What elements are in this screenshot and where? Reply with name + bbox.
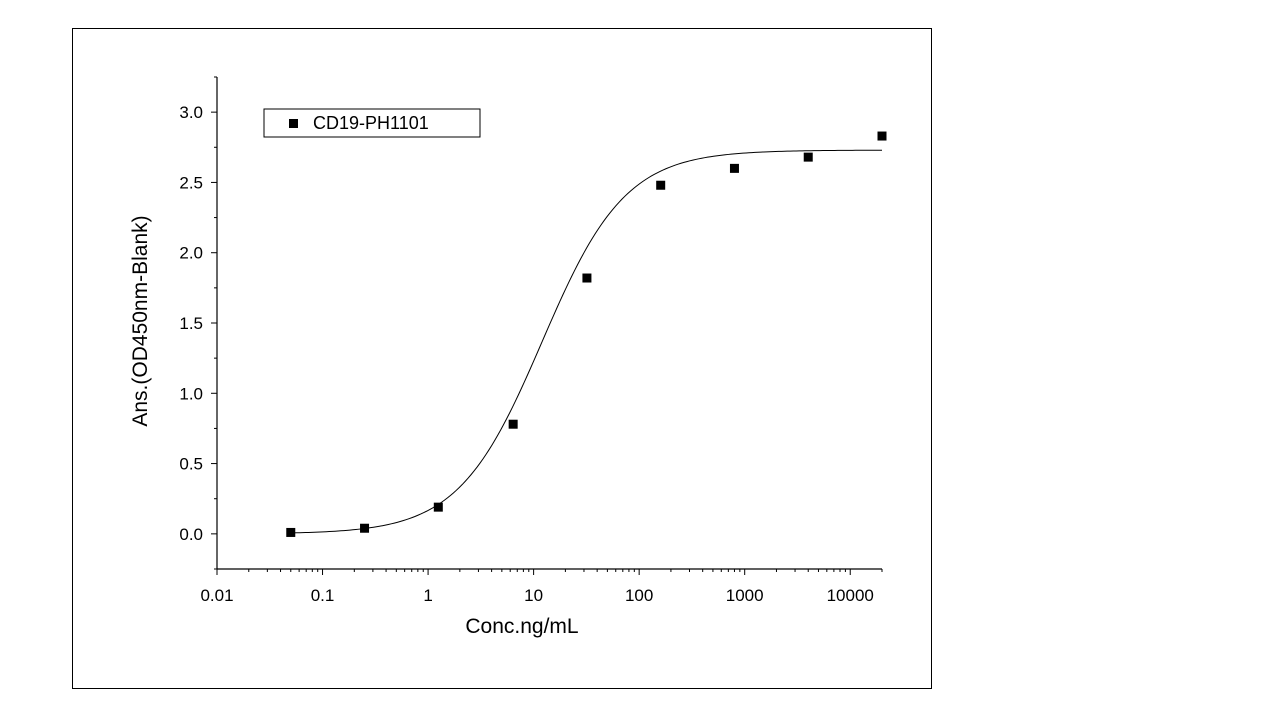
x-tick-label: 0.01 bbox=[200, 586, 233, 605]
fit-curve bbox=[290, 149, 882, 534]
legend: CD19-PH1101 bbox=[263, 108, 481, 138]
y-tick-label: 2.0 bbox=[179, 244, 203, 263]
data-point bbox=[656, 180, 666, 190]
data-point bbox=[433, 502, 443, 512]
y-tick-label: 3.0 bbox=[179, 103, 203, 122]
legend-box bbox=[263, 108, 481, 138]
x-tick-label: 10 bbox=[524, 586, 543, 605]
data-point bbox=[508, 419, 518, 429]
fit-curve-layer bbox=[290, 149, 882, 534]
y-tick-label: 0.5 bbox=[179, 455, 203, 474]
x-tick-label: 1000 bbox=[726, 586, 764, 605]
data-point bbox=[877, 131, 887, 141]
data-point bbox=[729, 163, 739, 173]
y-axis-title: Ans.(OD450nm-Blank) bbox=[129, 215, 152, 426]
legend-marker bbox=[289, 119, 298, 128]
data-point bbox=[582, 273, 592, 283]
y-tick-label: 1.5 bbox=[179, 314, 203, 333]
axes: 0.0 0.5 1.0 1.5 2.0 2.5 3.0 0.01 0.1 1 10 100 1000 10… bbox=[179, 76, 883, 605]
y-tick-label: 1.0 bbox=[179, 384, 203, 403]
data-point bbox=[803, 152, 813, 162]
x-tick-label: 100 bbox=[625, 586, 653, 605]
chart-frame bbox=[72, 28, 932, 689]
x-tick-label: 0.1 bbox=[311, 586, 335, 605]
data-point bbox=[360, 523, 370, 533]
data-point bbox=[286, 527, 296, 537]
y-tick-label: 2.5 bbox=[179, 173, 203, 192]
data-points bbox=[286, 131, 887, 537]
y-tick-label: 0.0 bbox=[179, 525, 203, 544]
legend-label: CD19-PH1101 bbox=[313, 113, 429, 133]
x-axis-title: Conc.ng/mL bbox=[465, 615, 578, 638]
x-tick-label: 1 bbox=[423, 586, 432, 605]
x-tick-label: 10000 bbox=[827, 586, 874, 605]
